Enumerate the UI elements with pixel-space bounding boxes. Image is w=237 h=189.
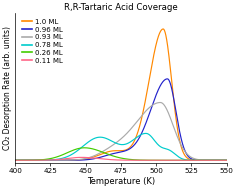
0.93 ML <box>95 154 98 156</box>
0.78 ML <box>38 159 41 161</box>
0.26 ML <box>50 157 53 159</box>
Line: 0.26 ML: 0.26 ML <box>15 148 227 160</box>
0.78 ML <box>225 159 228 161</box>
0.11 ML <box>95 157 98 160</box>
0.93 ML <box>159 101 162 104</box>
0.26 ML <box>83 147 86 149</box>
0.93 ML <box>38 159 41 161</box>
Line: 0.96 ML: 0.96 ML <box>15 79 227 160</box>
0.11 ML <box>225 159 228 161</box>
0.11 ML <box>38 159 41 161</box>
1.0 ML <box>225 159 228 161</box>
0.96 ML <box>198 159 201 161</box>
0.11 ML <box>104 158 107 160</box>
0.93 ML <box>198 159 201 161</box>
1.0 ML <box>14 159 17 161</box>
0.26 ML <box>95 149 98 151</box>
Line: 0.78 ML: 0.78 ML <box>15 133 227 160</box>
0.93 ML <box>221 159 224 161</box>
0.26 ML <box>14 159 17 161</box>
0.78 ML <box>144 132 147 135</box>
Line: 1.0 ML: 1.0 ML <box>15 29 227 160</box>
0.78 ML <box>104 137 107 139</box>
0.96 ML <box>50 159 53 161</box>
0.11 ML <box>80 156 83 159</box>
0.96 ML <box>95 157 98 159</box>
0.96 ML <box>38 159 41 161</box>
0.78 ML <box>198 159 201 161</box>
Y-axis label: CO₂ Desorption Rate (arb. units): CO₂ Desorption Rate (arb. units) <box>4 26 13 150</box>
1.0 ML <box>221 159 224 161</box>
0.93 ML <box>104 149 107 151</box>
Line: 0.11 ML: 0.11 ML <box>15 157 227 160</box>
Legend: 1.0 ML, 0.96 ML, 0.93 ML, 0.78 ML, 0.26 ML, 0.11 ML: 1.0 ML, 0.96 ML, 0.93 ML, 0.78 ML, 0.26 … <box>21 18 63 64</box>
0.93 ML <box>14 159 17 161</box>
0.11 ML <box>198 159 201 161</box>
0.96 ML <box>14 159 17 161</box>
1.0 ML <box>38 159 41 161</box>
0.93 ML <box>225 159 228 161</box>
0.78 ML <box>50 159 53 161</box>
0.78 ML <box>95 137 98 139</box>
0.11 ML <box>221 159 224 161</box>
0.26 ML <box>104 152 107 154</box>
0.11 ML <box>50 159 53 161</box>
0.26 ML <box>221 159 224 161</box>
0.93 ML <box>50 159 53 161</box>
1.0 ML <box>50 159 53 161</box>
X-axis label: Temperature (K): Temperature (K) <box>87 177 155 186</box>
0.96 ML <box>104 155 107 157</box>
1.0 ML <box>104 151 107 154</box>
Line: 0.93 ML: 0.93 ML <box>15 102 227 160</box>
0.78 ML <box>14 159 17 161</box>
0.96 ML <box>225 159 228 161</box>
0.96 ML <box>166 78 169 80</box>
0.26 ML <box>198 159 201 161</box>
1.0 ML <box>95 155 98 157</box>
0.78 ML <box>221 159 224 161</box>
0.11 ML <box>14 159 17 161</box>
1.0 ML <box>162 28 164 30</box>
0.26 ML <box>225 159 228 161</box>
Title: R,R-Tartaric Acid Coverage: R,R-Tartaric Acid Coverage <box>64 3 178 12</box>
0.96 ML <box>221 159 224 161</box>
0.26 ML <box>38 159 41 161</box>
1.0 ML <box>198 159 201 161</box>
